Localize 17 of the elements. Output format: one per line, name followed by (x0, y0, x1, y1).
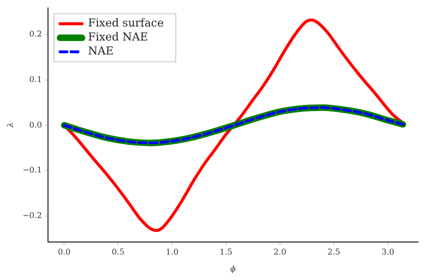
y-tick-label: 0.2 (29, 30, 42, 39)
y-tick-label: 0.1 (29, 74, 42, 84)
legend-label: Fixed surface (88, 16, 164, 30)
y-tick-label: −0.2 (22, 211, 42, 220)
x-tick-label: 1.5 (220, 248, 232, 257)
x-tick-label: 0.0 (58, 248, 71, 257)
x-tick-label: 0.5 (112, 248, 125, 257)
x-tick-label: 2.0 (274, 248, 286, 257)
y-tick-label: 0.0 (29, 120, 42, 130)
y-tick-label: −0.1 (22, 166, 42, 175)
x-tick-label: 1.0 (166, 248, 178, 257)
y-axis-title: λ (6, 122, 15, 128)
legend-label: NAE (88, 44, 114, 58)
x-axis-title: ϕ (230, 264, 236, 274)
x-tick-label: 2.5 (328, 248, 340, 257)
x-tick-label: 3.0 (381, 248, 394, 257)
legend-label: Fixed NAE (88, 30, 148, 44)
